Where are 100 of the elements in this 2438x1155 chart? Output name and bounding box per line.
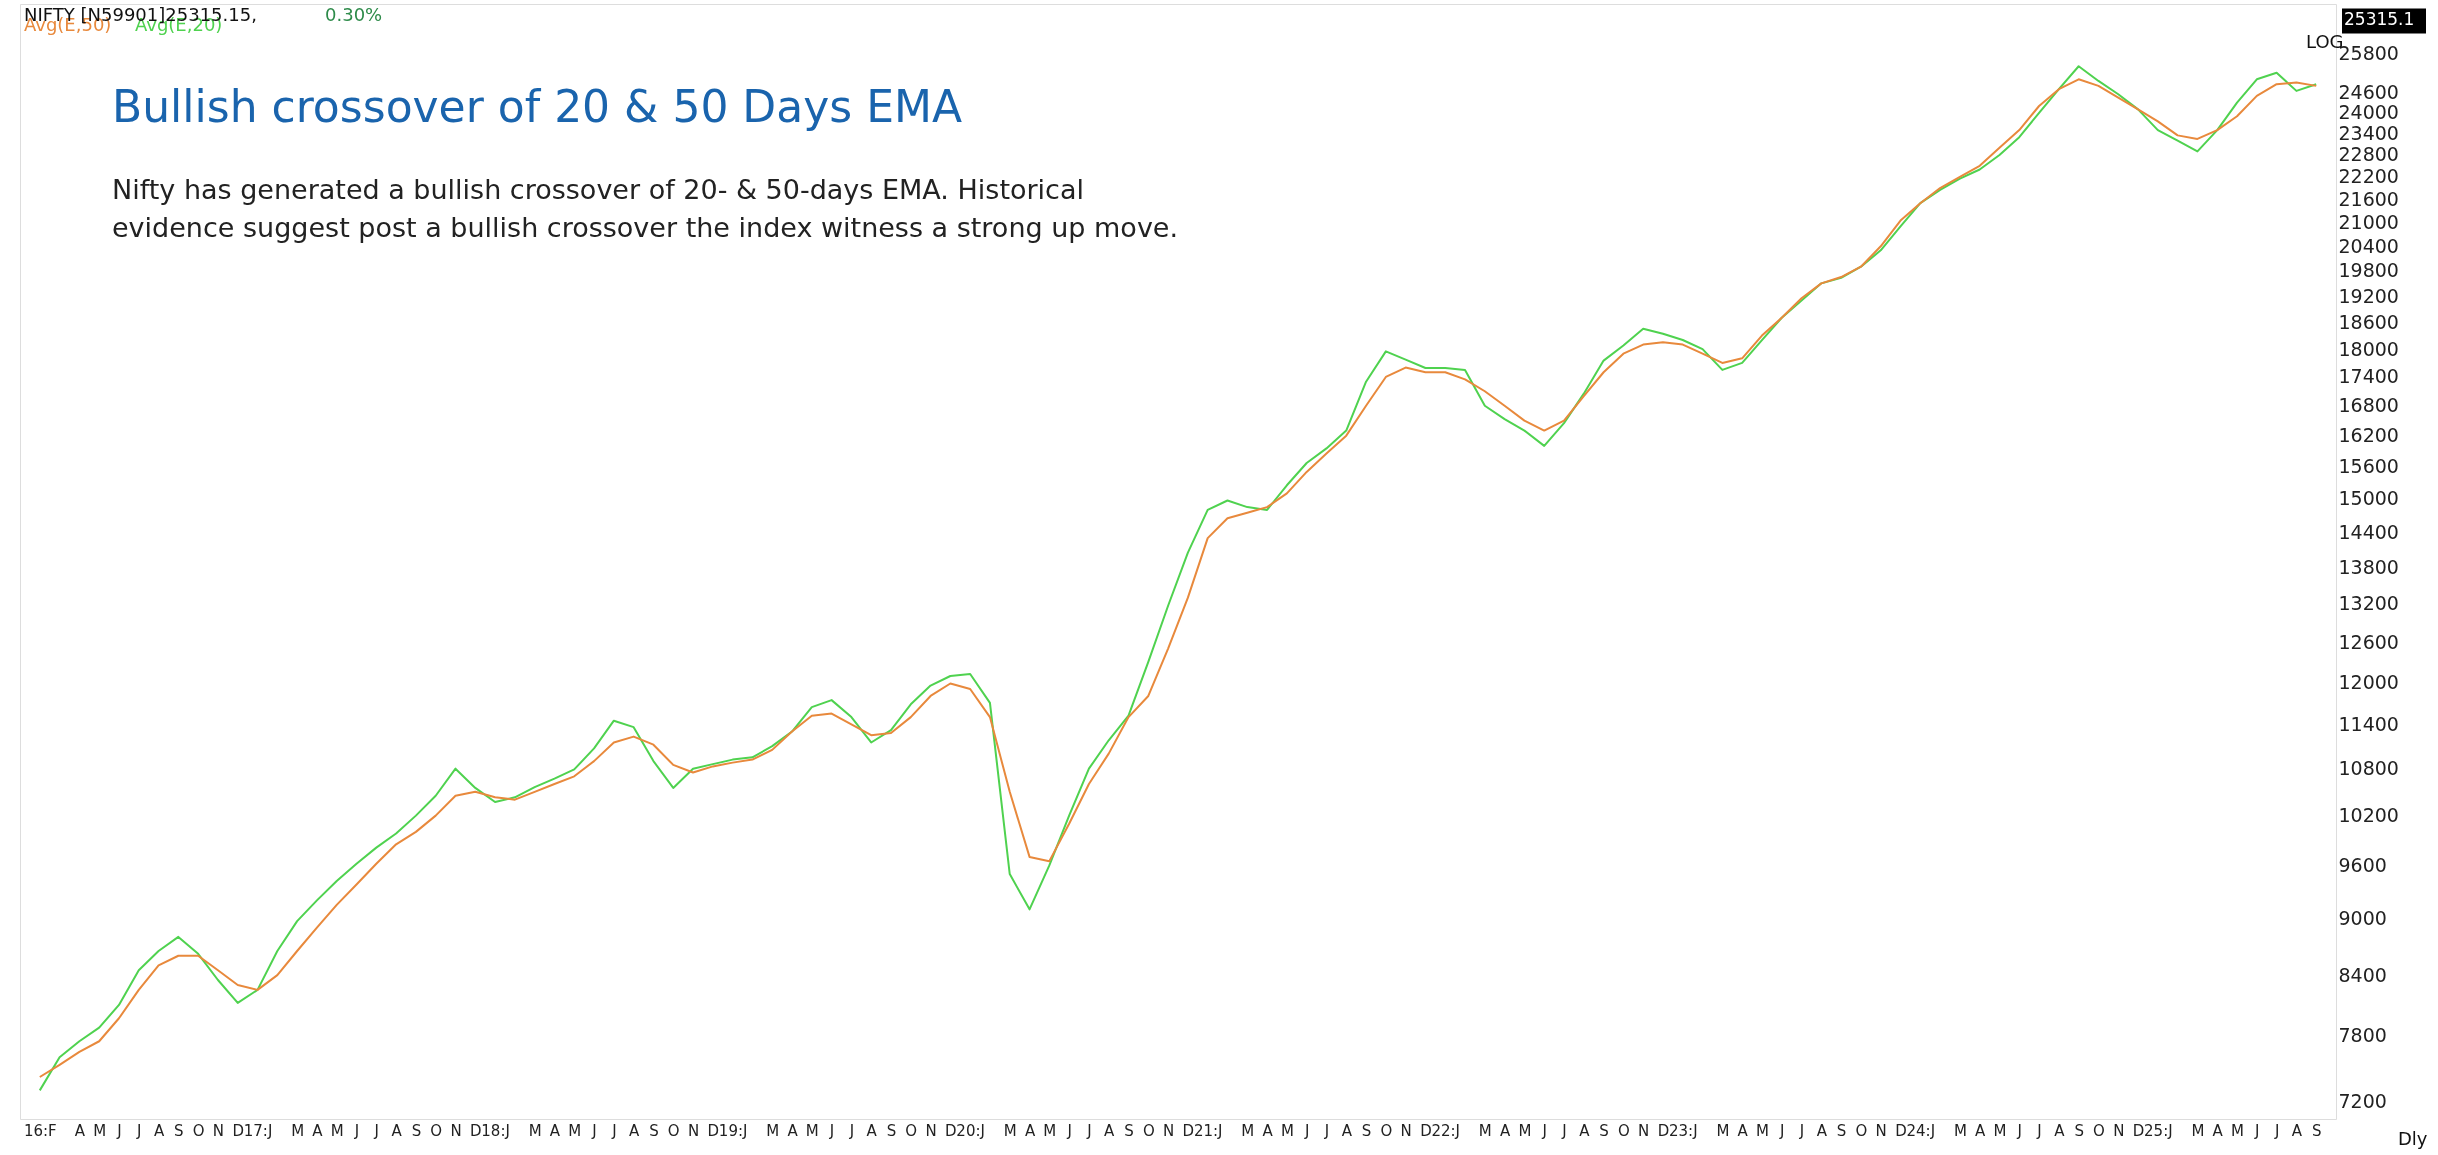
x-tick-label: A <box>1024 1121 1036 1140</box>
x-tick-label: M <box>93 1121 107 1140</box>
x-tick-label: D <box>945 1121 957 1140</box>
y-tick-label: 21600 <box>2338 187 2399 210</box>
x-tick-label: J <box>2273 1121 2280 1140</box>
x-tick-label: N <box>1875 1121 1887 1140</box>
x-tick-label: A <box>2054 1121 2066 1140</box>
x-tick-label: J <box>116 1121 122 1140</box>
text: Dly <box>2398 1128 2428 1149</box>
x-tick-label: M <box>1043 1121 1057 1140</box>
x-tick-label: A <box>74 1121 86 1140</box>
x-tick-label: 21:J <box>1193 1121 1223 1140</box>
x-tick-label: O <box>1855 1121 1868 1140</box>
y-tick-label: 11400 <box>2338 712 2399 735</box>
y-tick-label: 13800 <box>2338 555 2399 578</box>
x-tick-label: M <box>568 1121 582 1140</box>
y-tick-label: 17400 <box>2338 365 2399 388</box>
y-tick-label: 12600 <box>2338 630 2399 653</box>
x-tick-label: N <box>687 1121 700 1140</box>
x-tick-label: A <box>2212 1121 2224 1140</box>
x-tick-label: O <box>192 1121 205 1140</box>
x-tick-label: A <box>1579 1121 1591 1140</box>
x-tick-label: J <box>1323 1121 1330 1140</box>
y-tick-label: 24600 <box>2338 81 2399 104</box>
y-tick-label: 7200 <box>2338 1090 2387 1113</box>
x-tick-label: O <box>667 1121 680 1140</box>
x-tick-label: A <box>1816 1121 1828 1140</box>
y-tick-label: 21000 <box>2338 211 2399 233</box>
y-tick-label: 18000 <box>2338 337 2399 360</box>
y-tick-label: 18600 <box>2338 310 2399 333</box>
y-tick-label: 22200 <box>2338 165 2399 188</box>
y-tick-label: 12000 <box>2338 670 2399 693</box>
x-tick-label: A <box>1737 1121 1749 1140</box>
x-tick-label: M <box>330 1121 344 1140</box>
y-tick-label: 14400 <box>2338 520 2399 543</box>
text: Bullish crossover of 20 & 50 Days EMA <box>112 81 963 132</box>
x-tick-label: S <box>2311 1121 2322 1140</box>
x-tick-label: 25:J <box>2144 1121 2173 1140</box>
y-tick-label: 22800 <box>2338 143 2399 166</box>
x-tick-label: A <box>312 1121 324 1140</box>
y-tick-label: 13200 <box>2338 592 2399 615</box>
x-tick-label: 17:J <box>243 1121 273 1140</box>
x-tick-label: J <box>136 1121 142 1140</box>
x-tick-label: S <box>886 1121 897 1140</box>
x-tick-label: O <box>1142 1121 1155 1140</box>
x-tick-label: D <box>1657 1121 1670 1140</box>
x-tick-label: M <box>2191 1121 2205 1140</box>
x-tick-label: S <box>2074 1121 2084 1140</box>
x-tick-label: N <box>2113 1121 2125 1140</box>
x-tick-label: J <box>2016 1121 2022 1140</box>
x-tick-label: M <box>1280 1121 1294 1140</box>
x-tick-label: A <box>1262 1121 1274 1140</box>
y-tick-label: 23400 <box>2338 122 2399 145</box>
x-tick-label: M <box>1716 1121 1730 1140</box>
y-tick-label: 16800 <box>2338 394 2399 417</box>
x-tick-label: 22:J <box>1431 1121 1461 1140</box>
x-tick-label: S <box>1836 1121 1847 1140</box>
y-tick-label: 24000 <box>2338 101 2399 124</box>
y-tick-label: 19800 <box>2338 259 2399 282</box>
x-tick-label: A <box>1104 1121 1116 1140</box>
x-tick-label: S <box>411 1121 422 1140</box>
text: 25315.1 <box>2344 9 2415 29</box>
x-tick-label: D <box>1895 1121 1907 1140</box>
x-tick-label: D <box>2132 1121 2145 1140</box>
x-tick-label: N <box>1638 1121 1650 1140</box>
x-tick-label: D <box>1420 1121 1432 1140</box>
x-tick-label: 20:J <box>956 1121 985 1140</box>
y-tick-label: 20400 <box>2338 234 2399 257</box>
x-tick-label: J <box>1798 1121 1805 1140</box>
x-tick-label: N <box>925 1121 937 1140</box>
x-tick-label: M <box>1003 1121 1017 1140</box>
x-tick-label: M <box>1478 1121 1492 1140</box>
x-tick-label: D <box>232 1121 245 1140</box>
x-tick-label: A <box>549 1121 561 1140</box>
y-tick-label: 9000 <box>2338 906 2387 929</box>
x-tick-label: A <box>787 1121 799 1140</box>
x-tick-label: M <box>1241 1121 1255 1140</box>
x-tick-label: 16:F <box>23 1121 57 1140</box>
text: Nifty has generated a bullish crossover of 20- & 50-days EMA. Historical evidence suggest post a bullish crossover the index witness a strong up move. <box>112 174 1179 243</box>
x-tick-label: 24:J <box>1906 1121 1936 1140</box>
x-tick-label: S <box>1124 1121 1134 1140</box>
x-tick-label: J <box>353 1121 360 1140</box>
x-tick-label: M <box>291 1121 305 1140</box>
y-tick-label: 15000 <box>2338 487 2399 510</box>
x-tick-label: J <box>828 1121 835 1140</box>
x-tick-label: J <box>1303 1121 1310 1140</box>
x-tick-label: A <box>2291 1121 2303 1140</box>
x-tick-label: S <box>1361 1121 1372 1140</box>
x-tick-label: A <box>1341 1121 1353 1140</box>
x-tick-label: S <box>649 1121 659 1140</box>
x-tick-label: A <box>866 1121 878 1140</box>
x-tick-label: N <box>1400 1121 1412 1140</box>
y-tick-label: 7800 <box>2338 1024 2387 1047</box>
y-tick-label: 19200 <box>2338 284 2399 307</box>
x-tick-label: J <box>611 1121 617 1140</box>
x-tick-label: M <box>1953 1121 1967 1140</box>
x-tick-label: 19:J <box>718 1121 748 1140</box>
x-tick-label: A <box>1499 1121 1511 1140</box>
x-tick-label: A <box>153 1121 165 1140</box>
y-tick-label: 10200 <box>2338 804 2399 827</box>
